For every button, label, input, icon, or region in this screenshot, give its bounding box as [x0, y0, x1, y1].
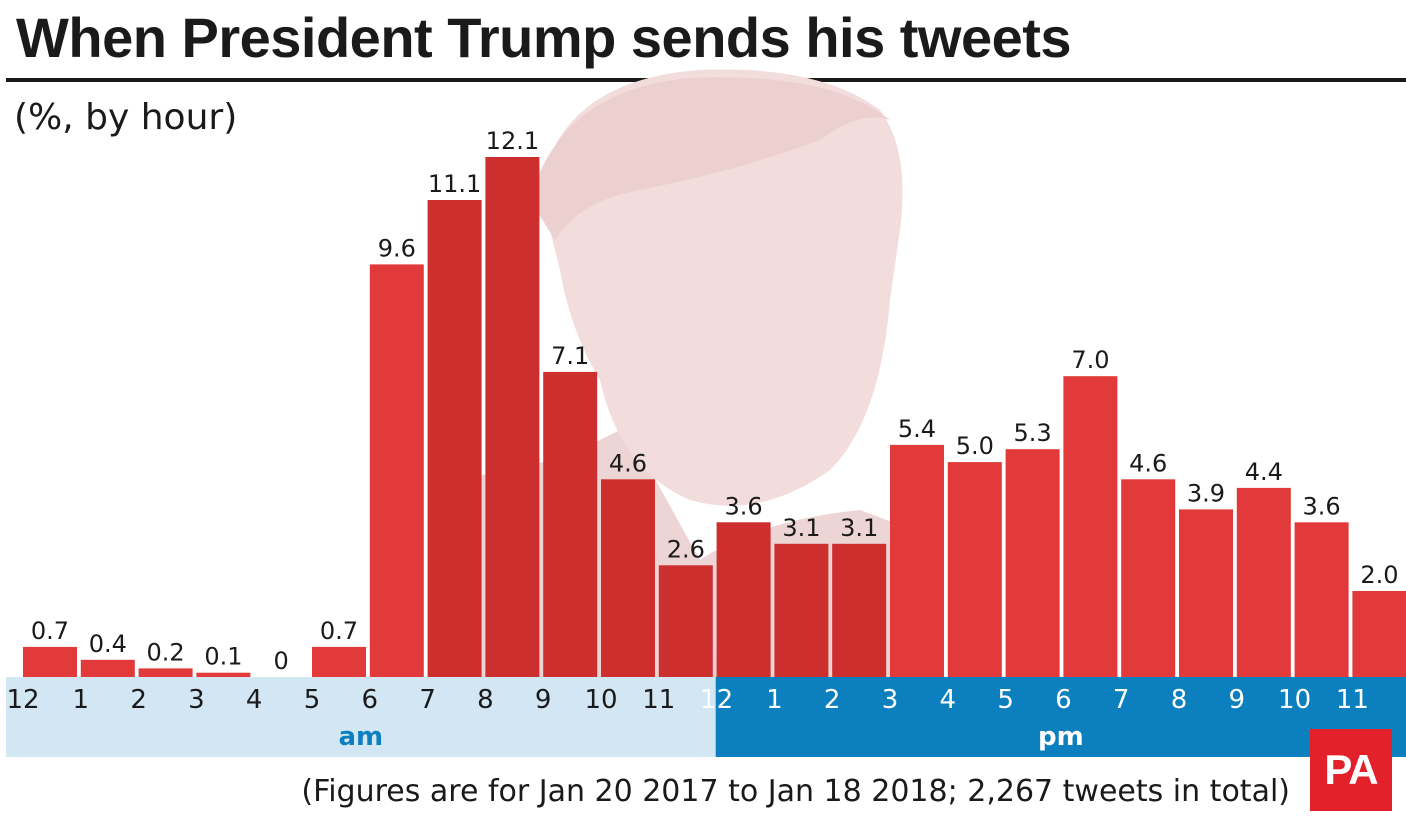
value-label: 4.4: [1245, 458, 1283, 486]
bar-pm-4: [947, 462, 1002, 677]
value-label: 3.6: [1303, 492, 1341, 520]
am-period-label: am: [339, 722, 384, 752]
tick-label-am: 12: [6, 685, 39, 715]
value-label: 11.1: [428, 170, 481, 198]
tick-label-am: 10: [584, 685, 617, 715]
value-label: 0: [274, 647, 289, 675]
am-band: [6, 677, 716, 757]
footnote: (Figures are for Jan 20 2017 to Jan 18 2…: [301, 774, 1290, 809]
value-label: 5.3: [1014, 419, 1052, 447]
bar-pm-11: [1352, 591, 1406, 677]
bar-pm-8: [1179, 509, 1233, 677]
bar-am-7: [427, 200, 482, 677]
value-label: 3.9: [1187, 479, 1225, 507]
tick-label-pm: 7: [1113, 685, 1130, 715]
bar-pm-1: [774, 543, 829, 677]
bar-pm-2: [832, 543, 887, 677]
tick-label-am: 11: [642, 685, 675, 715]
pa-logo: PA: [1310, 729, 1392, 811]
bar-am-5: [312, 646, 366, 677]
value-label: 7.1: [551, 342, 589, 370]
value-label: 3.1: [782, 514, 820, 542]
value-label: 7.0: [1071, 346, 1109, 374]
value-label: 5.0: [956, 432, 994, 460]
value-label: 0.4: [89, 630, 127, 658]
tick-label-am: 2: [130, 685, 147, 715]
value-label: 0.2: [147, 638, 185, 666]
tick-label-pm: 11: [1336, 685, 1369, 715]
tick-label-pm: 8: [1171, 685, 1188, 715]
tick-label-am: 3: [188, 685, 205, 715]
bar-pm-9: [1236, 487, 1291, 677]
bar-am-2: [138, 668, 193, 677]
value-label: 0.7: [320, 617, 358, 645]
value-label: 2.6: [667, 535, 705, 563]
tick-label-pm: 9: [1229, 685, 1246, 715]
tick-label-am: 7: [419, 685, 436, 715]
bar-pm-5: [1005, 449, 1060, 677]
tick-label-pm: 1: [766, 685, 783, 715]
value-label: 2.0: [1360, 561, 1398, 589]
bar-am-12: [23, 646, 77, 677]
bar-am-3: [196, 672, 251, 677]
tick-label-am: 4: [246, 685, 263, 715]
value-label: 5.4: [898, 415, 936, 443]
tick-label-am: 8: [477, 685, 494, 715]
tick-label-pm: 3: [882, 685, 899, 715]
bars-group: [23, 157, 1406, 677]
pa-logo-text: PA: [1324, 746, 1378, 793]
tick-label-pm: 2: [824, 685, 841, 715]
tick-label-am: 1: [73, 685, 90, 715]
bar-pm-10: [1294, 522, 1349, 677]
bar-pm-3: [890, 444, 944, 677]
value-label: 4.6: [1129, 449, 1167, 477]
bar-am-9: [543, 371, 598, 677]
value-label: 3.1: [840, 514, 878, 542]
value-label: 0.7: [31, 617, 69, 645]
value-label: 0.1: [204, 643, 242, 671]
value-label: 4.6: [609, 449, 647, 477]
value-label: 3.6: [725, 492, 763, 520]
bar-pm-12: [716, 522, 771, 677]
tick-label-pm: 12: [700, 685, 733, 715]
chart-title: When President Trump sends his tweets: [16, 6, 1072, 69]
bar-pm-6: [1063, 376, 1118, 677]
tick-label-pm: 4: [940, 685, 957, 715]
bar-am-6: [369, 264, 424, 677]
bar-am-11: [658, 565, 713, 677]
tick-label-pm: 10: [1278, 685, 1311, 715]
pm-period-label: pm: [1038, 722, 1084, 752]
bar-am-8: [485, 157, 540, 677]
bar-pm-7: [1121, 479, 1176, 677]
tick-label-am: 9: [535, 685, 552, 715]
value-label: 9.6: [378, 234, 416, 262]
tick-label-pm: 6: [1055, 685, 1072, 715]
pm-band: [715, 677, 1406, 757]
tick-label-am: 5: [304, 685, 321, 715]
chart-subtitle: (%, by hour): [14, 97, 238, 138]
tick-label-am: 6: [362, 685, 379, 715]
bar-am-10: [601, 479, 655, 677]
bar-am-1: [80, 659, 135, 677]
tick-label-pm: 5: [997, 685, 1014, 715]
portrait-hair-shape: [530, 77, 890, 240]
value-label: 12.1: [486, 127, 539, 155]
value-labels-group: 0.7 0.4 0.2 0.1 0 0.7 9.6 11.112.1 7.1 4.6 2.6 3.6 3…: [31, 127, 1399, 675]
